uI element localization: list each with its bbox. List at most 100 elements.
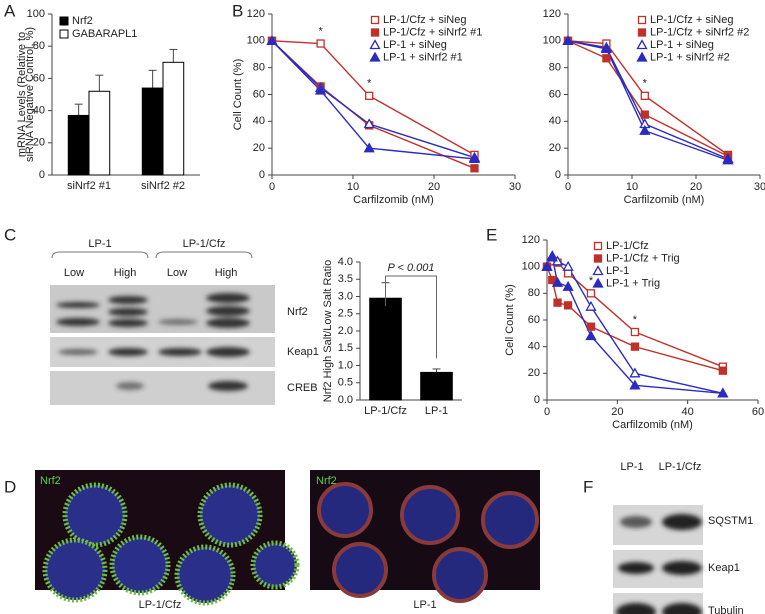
x-tick-label: 30 bbox=[509, 181, 521, 193]
stain-label: Nrf2 bbox=[40, 475, 61, 487]
x-tick-label: siNrf2 #2 bbox=[141, 180, 185, 192]
marker bbox=[629, 367, 641, 378]
stain-label: Nrf2 bbox=[316, 475, 337, 487]
y-tick-label: 60 bbox=[528, 314, 540, 326]
marker bbox=[314, 84, 327, 95]
y-tick-label: 0 bbox=[259, 169, 265, 181]
bar bbox=[162, 61, 185, 176]
y-tick-label: 3.5 bbox=[338, 273, 353, 285]
marker bbox=[592, 277, 604, 288]
bar bbox=[88, 90, 111, 176]
legend-swatch bbox=[59, 16, 69, 26]
marker bbox=[563, 269, 573, 278]
marker bbox=[586, 289, 596, 298]
row-label: Keap1 bbox=[287, 346, 319, 358]
legend-label: LP-1 + siNeg bbox=[383, 39, 447, 51]
legend-label: LP-1 + siNeg bbox=[650, 39, 714, 51]
micrographs: Nrf2 Nrf2 LP-1/Cfz LP-1 bbox=[35, 470, 540, 611]
marker bbox=[586, 322, 596, 331]
marker bbox=[585, 330, 597, 341]
y-tick-label: 0.5 bbox=[338, 377, 353, 389]
panel-letter: D bbox=[4, 477, 16, 496]
x-axis-label: Carfilzomib (nM) bbox=[612, 419, 693, 431]
y-axis-label: mRNA Levels (Relative to bbox=[16, 32, 28, 157]
marker bbox=[592, 265, 604, 276]
panel-letter: F bbox=[583, 477, 593, 496]
blot-f: LP-1 LP-1/Cfz SQSTM1 Keap1 Tubulin bbox=[613, 461, 753, 614]
lane-label: Low bbox=[167, 267, 187, 279]
marker bbox=[370, 28, 380, 37]
legend-label: LP-1 + Trig bbox=[606, 277, 660, 289]
legend-label: LP-1/Cfz + siNeg bbox=[650, 14, 733, 26]
panel-letter: E bbox=[486, 225, 497, 244]
marker bbox=[718, 366, 727, 375]
marker bbox=[636, 51, 648, 62]
y-axis-label: Cell Count (%) bbox=[504, 284, 516, 356]
marker bbox=[722, 154, 734, 165]
blot-c: LP-1 LP-1/Cfz Low High Low High Nrf2 Kea… bbox=[50, 238, 319, 405]
y-tick-label: 100 bbox=[522, 261, 540, 273]
x-tick-label: 20 bbox=[611, 406, 623, 418]
series-line bbox=[271, 40, 475, 159]
x-tick-label: 20 bbox=[428, 181, 440, 193]
row-label: SQSTM1 bbox=[708, 515, 753, 527]
y-tick-label: 40 bbox=[528, 341, 540, 353]
y-tick-label: 2.0 bbox=[338, 325, 353, 337]
y-tick-label: 20 bbox=[549, 142, 561, 154]
annotation: * bbox=[318, 25, 323, 37]
x-tick-label: LP-1 bbox=[425, 405, 448, 417]
row-label: CREB bbox=[287, 382, 318, 394]
lane-label: LP-1 bbox=[620, 461, 643, 473]
marker bbox=[639, 124, 651, 135]
legend-label: LP-1 bbox=[606, 265, 629, 277]
x-tick-label: 0 bbox=[544, 406, 550, 418]
x-tick-label: 0 bbox=[565, 181, 571, 193]
marker bbox=[629, 379, 641, 390]
marker bbox=[600, 43, 613, 54]
y-tick-label: 20 bbox=[528, 367, 540, 379]
legend-swatch bbox=[59, 29, 69, 39]
bar bbox=[141, 87, 164, 176]
y-tick-label: 20 bbox=[253, 142, 265, 154]
legend-label: Nrf2 bbox=[72, 15, 93, 27]
marker bbox=[640, 91, 649, 100]
x-tick-label: 10 bbox=[626, 181, 638, 193]
y-tick-label: 120 bbox=[543, 8, 561, 20]
y-tick-label: 80 bbox=[549, 62, 561, 74]
y-tick-label: 40 bbox=[549, 115, 561, 127]
y-tick-label: 60 bbox=[253, 88, 265, 100]
marker bbox=[266, 35, 278, 45]
x-tick-label: 20 bbox=[690, 181, 702, 193]
y-tick-label: 2.5 bbox=[338, 308, 353, 320]
marker bbox=[551, 276, 564, 287]
legend-label: LP-1/Cfz + Trig bbox=[606, 252, 680, 264]
bar bbox=[369, 297, 402, 401]
series-line bbox=[271, 40, 475, 156]
marker bbox=[640, 110, 649, 119]
marker bbox=[370, 15, 380, 25]
marker bbox=[363, 118, 375, 129]
y-tick-label: 120 bbox=[522, 234, 540, 246]
marker bbox=[593, 241, 603, 251]
image-caption: LP-1 bbox=[413, 599, 436, 611]
y-tick-label: 0.0 bbox=[338, 394, 353, 406]
y-axis-label: siRNA Negative Control, %) bbox=[24, 27, 36, 162]
x-tick-label: 60 bbox=[752, 406, 764, 418]
x-tick-label: siNrf2 #1 bbox=[67, 180, 111, 192]
marker bbox=[369, 39, 381, 50]
lane-label: High bbox=[114, 267, 137, 279]
blot-group: LP-1/Cfz bbox=[183, 238, 226, 250]
x-axis-label: Carfilzomib (nM) bbox=[624, 194, 705, 206]
marker bbox=[637, 15, 647, 25]
y-tick-label: 0 bbox=[555, 169, 561, 181]
y-tick-label: 1.0 bbox=[338, 359, 353, 371]
bar bbox=[420, 371, 453, 401]
y-tick-label: 0 bbox=[39, 169, 45, 181]
row-label: Keap1 bbox=[708, 562, 740, 574]
legend-label: LP-1/Cfz + siNrf2 #2 bbox=[650, 26, 749, 38]
lane-label: LP-1/Cfz bbox=[659, 461, 702, 473]
series-line bbox=[567, 40, 729, 161]
marker bbox=[717, 387, 729, 398]
y-tick-label: 20 bbox=[33, 137, 45, 149]
blot-group: LP-1 bbox=[88, 238, 111, 250]
